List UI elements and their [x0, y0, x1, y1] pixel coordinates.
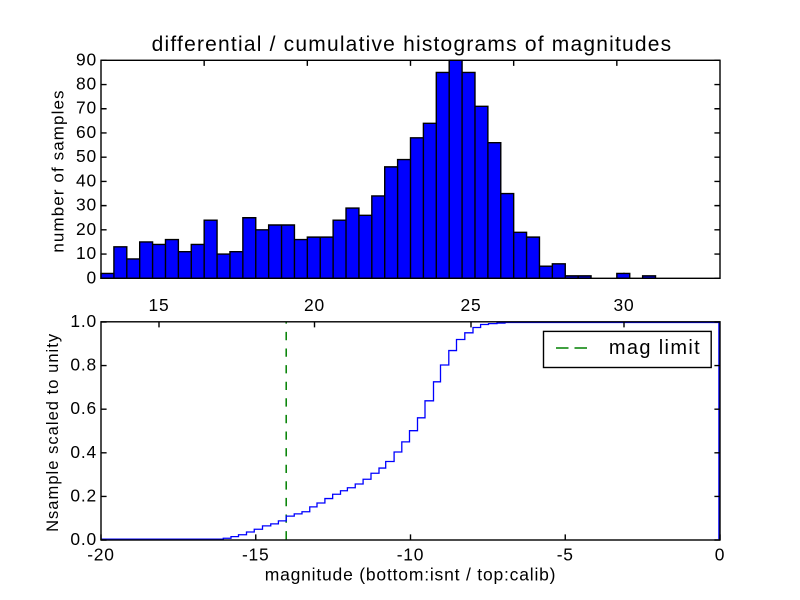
svg-text:0.0: 0.0	[70, 529, 97, 549]
svg-text:-10: -10	[397, 544, 425, 564]
svg-text:30: 30	[76, 195, 97, 215]
svg-text:80: 80	[76, 74, 97, 94]
svg-text:50: 50	[76, 146, 97, 166]
svg-text:-5: -5	[557, 544, 574, 564]
svg-text:30: 30	[614, 295, 635, 315]
svg-text:mag limit: mag limit	[609, 337, 701, 359]
svg-text:0: 0	[715, 544, 725, 564]
svg-text:70: 70	[76, 98, 97, 118]
svg-text:-20: -20	[87, 544, 115, 564]
svg-text:differential / cumulative hist: differential / cumulative histograms of …	[152, 33, 673, 56]
svg-text:number of samples: number of samples	[49, 89, 68, 252]
svg-text:40: 40	[76, 170, 97, 190]
svg-text:1.0: 1.0	[70, 311, 97, 331]
svg-text:25: 25	[461, 295, 482, 315]
svg-text:0: 0	[87, 267, 97, 287]
svg-text:magnitude (bottom:isnt / top:c: magnitude (bottom:isnt / top:calib)	[265, 565, 557, 585]
svg-text:15: 15	[149, 295, 170, 315]
svg-text:10: 10	[76, 243, 97, 263]
svg-text:-15: -15	[242, 544, 270, 564]
svg-text:0.4: 0.4	[70, 442, 97, 462]
svg-text:20: 20	[76, 219, 97, 239]
svg-text:90: 90	[76, 49, 97, 69]
svg-text:20: 20	[304, 295, 325, 315]
svg-text:60: 60	[76, 122, 97, 142]
svg-text:0.2: 0.2	[70, 485, 97, 505]
svg-text:0.6: 0.6	[70, 398, 97, 418]
svg-text:0.8: 0.8	[70, 355, 97, 375]
svg-text:Nsample scaled to unity: Nsample scaled to unity	[44, 333, 62, 532]
